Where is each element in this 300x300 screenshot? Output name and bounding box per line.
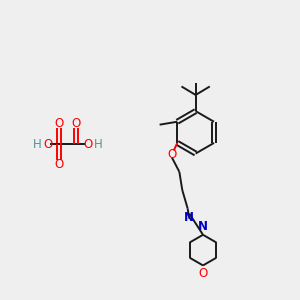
Text: N: N	[184, 211, 194, 224]
Text: H: H	[94, 138, 102, 151]
Text: N: N	[198, 220, 208, 233]
Text: H: H	[33, 138, 42, 151]
Text: O: O	[83, 138, 92, 151]
Text: O: O	[43, 138, 52, 151]
Text: O: O	[167, 148, 177, 160]
Text: O: O	[54, 158, 63, 171]
Text: O: O	[54, 117, 63, 130]
Text: O: O	[72, 117, 81, 130]
Text: O: O	[198, 267, 208, 280]
